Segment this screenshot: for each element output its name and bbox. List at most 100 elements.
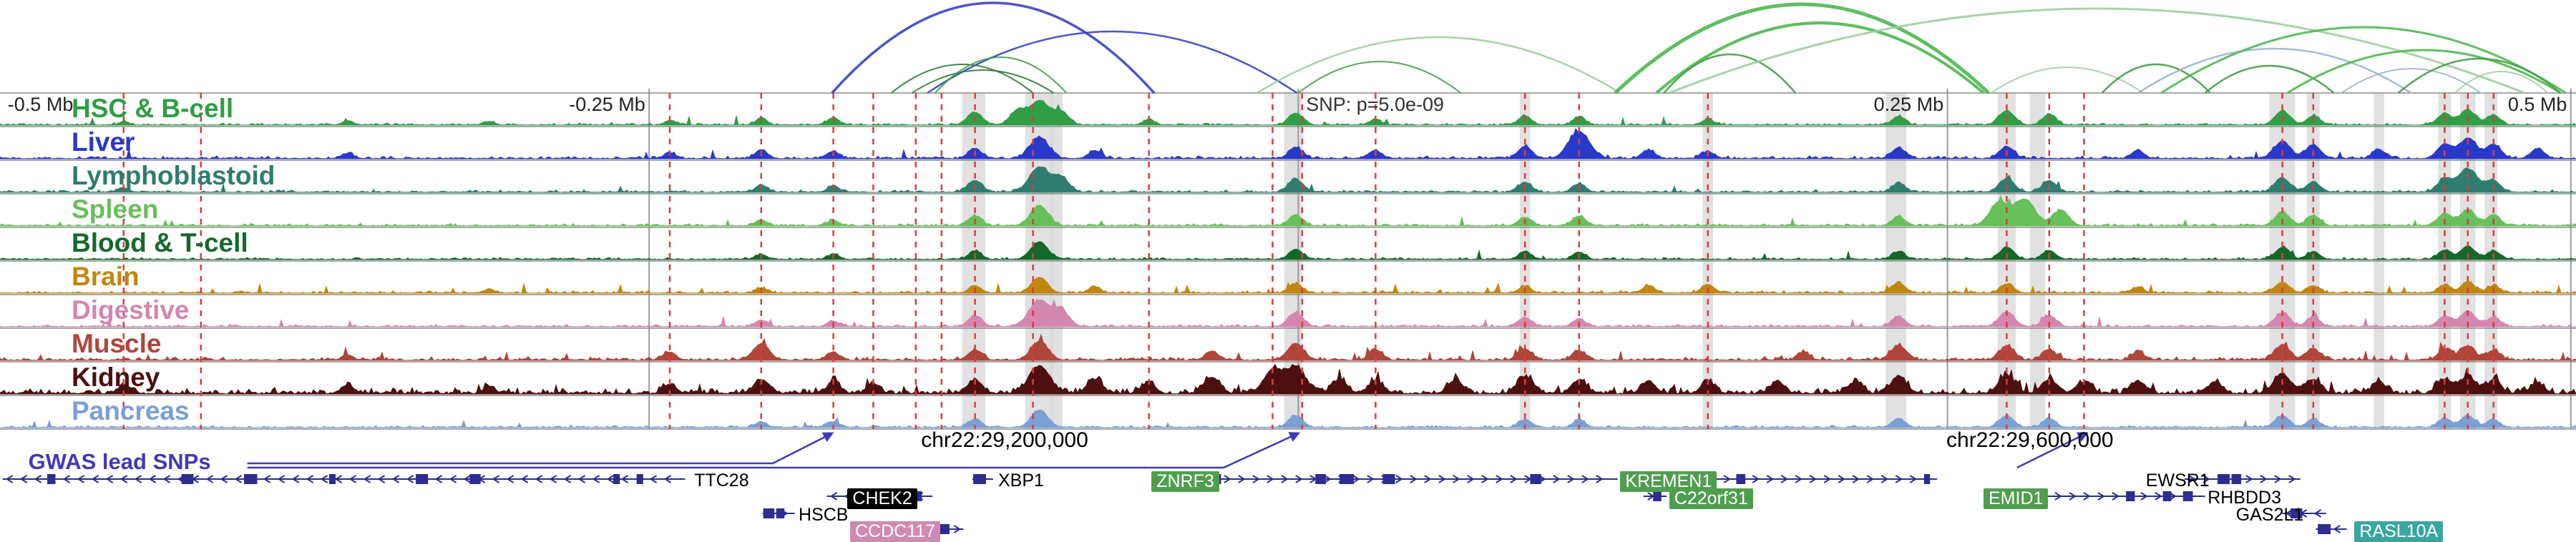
- gene-exon: [1654, 491, 1662, 501]
- interaction-arc: [2341, 68, 2482, 94]
- interaction-arc: [1297, 61, 1461, 94]
- signal-pancreas: [0, 409, 2576, 428]
- interaction-arc: [1669, 7, 2525, 94]
- interaction-arc: [1663, 53, 1797, 94]
- gene-strand-chevron: [620, 475, 629, 483]
- interaction-arc: [1991, 66, 2144, 94]
- gene-label-ZNRF3: ZNRF3: [1151, 471, 1219, 492]
- gene-strand-chevron: [1224, 475, 1231, 483]
- gene-strand-chevron: [1880, 475, 1889, 483]
- gene-strand-chevron: [363, 475, 371, 483]
- gene-strand-chevron: [2054, 492, 2062, 501]
- gene-label-HSCB: HSCB: [799, 505, 849, 525]
- gene-strand-chevron: [2245, 475, 2253, 483]
- gene-exon: [776, 508, 785, 518]
- gene-strand-chevron: [1596, 475, 1604, 483]
- gene-strand-chevron: [449, 475, 457, 483]
- interaction-arc: [2397, 57, 2562, 94]
- gene-exon: [2218, 474, 2230, 484]
- gene-exon: [2321, 524, 2328, 534]
- gene-strand-chevron: [19, 475, 28, 483]
- gene-label-EMID1: EMID1: [1984, 488, 2049, 509]
- signal-lymphoblastoid: [0, 166, 2576, 193]
- gene-strand-chevron: [62, 475, 71, 483]
- gene-strand-chevron: [2097, 492, 2105, 501]
- gene-exon: [469, 474, 481, 484]
- gwas-leader-arrow: [247, 432, 1301, 469]
- gene-strand-chevron: [1467, 475, 1475, 483]
- signal-blood-t-cell: [0, 241, 2576, 260]
- interaction-arc: [831, 1, 1156, 94]
- gene-strand-chevron: [34, 475, 42, 483]
- track-label-spleen: Spleen: [72, 194, 159, 224]
- gene-label-EWSR1: EWSR1: [2145, 470, 2210, 491]
- gene-strand-chevron: [1324, 475, 1332, 483]
- gene-strand-chevron: [549, 475, 557, 483]
- interaction-arc: [911, 69, 1054, 94]
- gene-strand-chevron: [162, 475, 171, 483]
- gene-strand-chevron: [391, 475, 400, 483]
- gene-exon: [1382, 474, 1395, 484]
- gene-strand-chevron: [334, 475, 343, 483]
- gene-strand-chevron: [1496, 475, 1503, 483]
- gene-strand-chevron: [1510, 475, 1518, 483]
- gene-strand-chevron: [1852, 475, 1860, 483]
- gene-strand-chevron: [2285, 509, 2293, 518]
- gene-strand-chevron: [520, 475, 529, 483]
- gene-exon: [914, 491, 922, 501]
- gene-strand-chevron: [1481, 475, 1489, 483]
- ruler-tick-label-half-mb: 0.5 Mb: [2507, 94, 2567, 115]
- gene-strand-chevron: [1895, 475, 1903, 483]
- interaction-arc: [1655, 21, 1985, 94]
- gwas-leader-arrow: [2016, 432, 2089, 469]
- gene-strand-chevron: [2288, 475, 2296, 483]
- gene-strand-chevron: [277, 475, 286, 483]
- gene-strand-chevron: [1281, 475, 1289, 483]
- interaction-arc: [1614, 2, 1990, 94]
- coordinate-label-right: chr22:29,600,000: [1946, 428, 2114, 452]
- gene-exon: [2126, 491, 2135, 501]
- gene-strand-chevron: [2155, 492, 2162, 501]
- track-label-digestive: Digestive: [72, 295, 190, 325]
- gene-label-CHEK2: CHEK2: [847, 488, 917, 509]
- interaction-arc: [890, 64, 1034, 94]
- gene-strand-chevron: [205, 475, 214, 483]
- gene-strand-chevron: [77, 475, 85, 483]
- gene-strand-chevron: [2313, 509, 2322, 518]
- gene-exon: [2290, 508, 2303, 518]
- gene-strand-chevron: [1553, 475, 1561, 483]
- gene-strand-chevron: [234, 475, 243, 483]
- track-label-hsc-b-cell: HSC & B-cell: [72, 94, 234, 123]
- gene-strand-chevron: [1438, 475, 1446, 483]
- gene-strand-chevron: [1866, 475, 1875, 483]
- gene-strand-chevron: [1780, 475, 1789, 483]
- gene-strand-chevron: [1766, 475, 1775, 483]
- signal-spleen: [0, 194, 2576, 227]
- interaction-arc: [2101, 63, 2211, 94]
- gene-strand-chevron: [606, 475, 615, 483]
- gene-exon: [1340, 474, 1354, 484]
- gene-strand-chevron: [1267, 475, 1274, 483]
- signal-digestive: [0, 298, 2576, 327]
- gene-strand-chevron: [291, 475, 300, 483]
- gene-strand-chevron: [829, 492, 838, 501]
- gene-exon: [636, 474, 643, 484]
- track-label-lymphoblastoid: Lymphoblastoid: [72, 161, 275, 190]
- signal-hsc-b-cell: [0, 99, 2576, 126]
- gene-strand-chevron: [563, 475, 572, 483]
- gene-strand-chevron: [1567, 475, 1575, 483]
- gene-label-RASL10A: RASL10A: [2354, 521, 2444, 542]
- gene-strand-chevron: [1295, 475, 1303, 483]
- gene-strand-chevron: [2188, 475, 2196, 483]
- interaction-arc: [935, 56, 1068, 94]
- gene-strand-chevron: [463, 475, 472, 483]
- gene-exon: [1923, 474, 1931, 484]
- gene-strand-chevron: [2260, 475, 2268, 483]
- gene-strand-chevron: [535, 475, 543, 483]
- gene-label-CCDC117: CCDC117: [850, 521, 941, 542]
- track-label-blood-t-cell: Blood & T-cell: [72, 228, 248, 257]
- gene-strand-chevron: [2169, 492, 2177, 501]
- gene-label-XBP1: XBP1: [998, 470, 1044, 491]
- coordinate-label-left: chr22:29,200,000: [921, 428, 1088, 452]
- gene-exon: [244, 474, 258, 484]
